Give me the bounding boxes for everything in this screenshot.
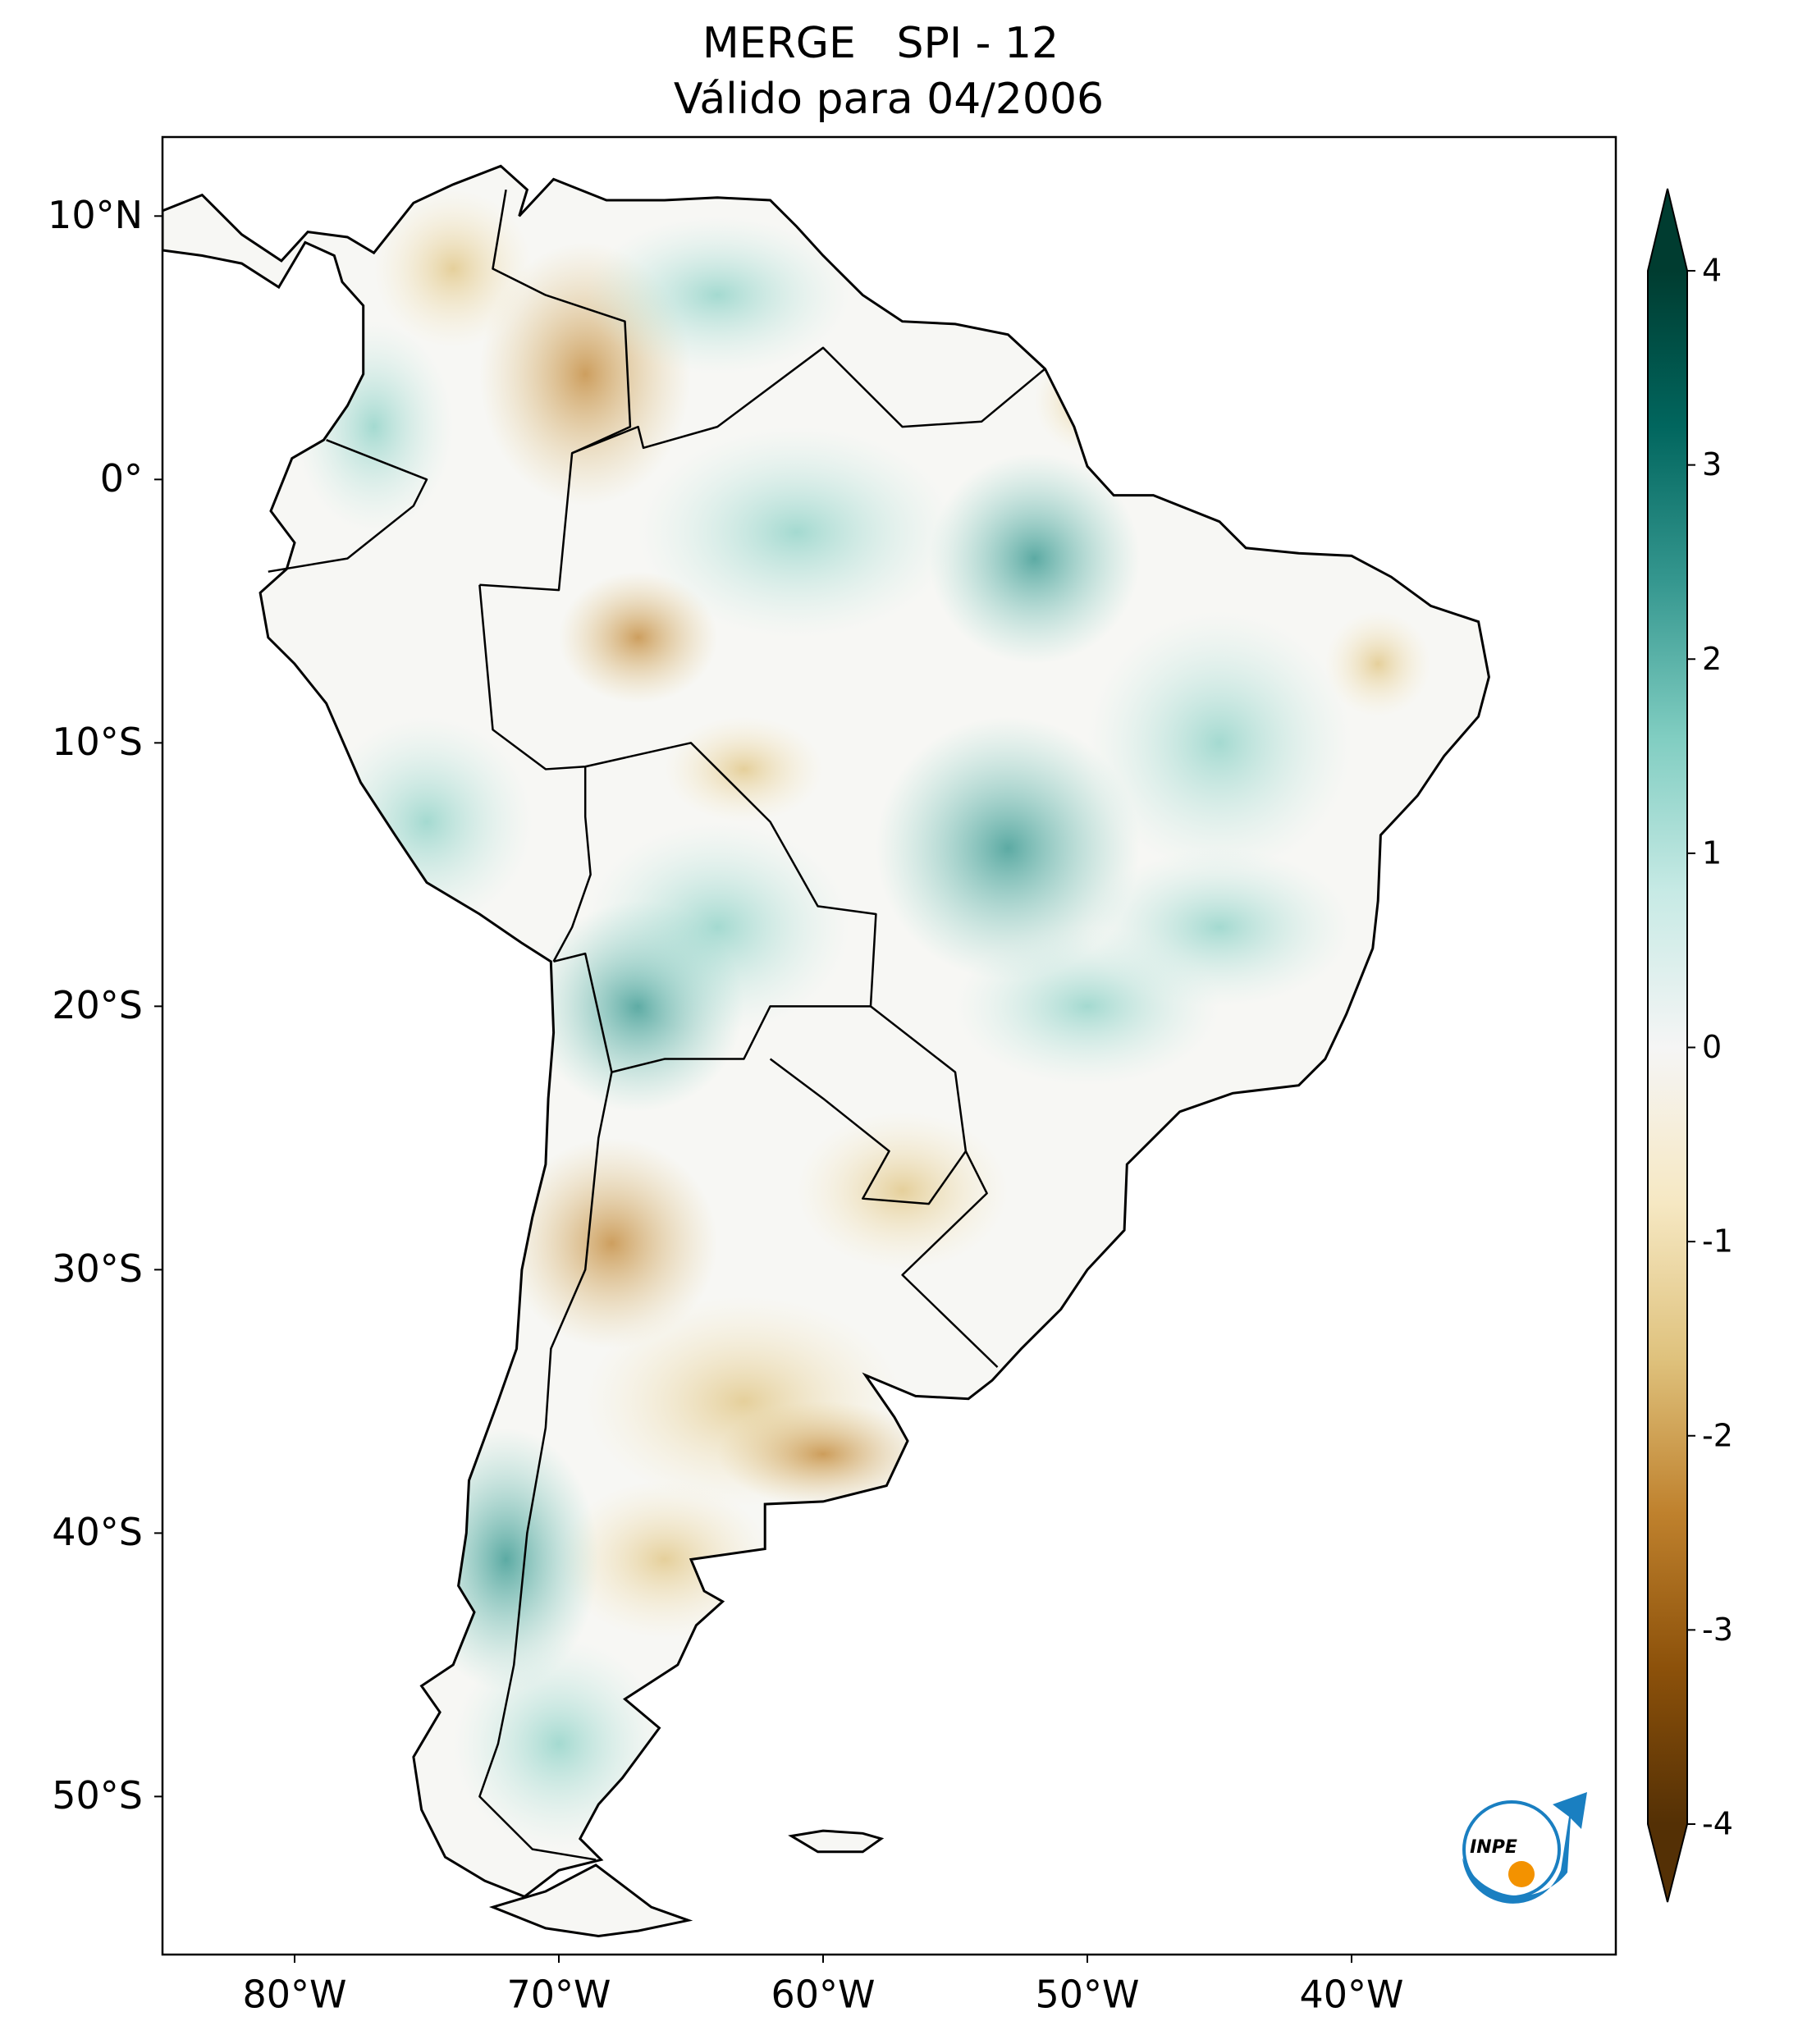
- spi-blob: [559, 571, 718, 704]
- y-tick-label: 0°: [100, 456, 143, 501]
- spi-blob: [876, 716, 1141, 981]
- logo-text: INPE: [1470, 1837, 1517, 1858]
- colorbar-tick-label: 2: [1702, 641, 1722, 677]
- border: [552, 766, 592, 963]
- spi-blob: [1324, 610, 1431, 717]
- border: [553, 952, 871, 1073]
- border: [478, 1072, 613, 1861]
- colorbar-tick-label: -2: [1702, 1417, 1733, 1453]
- y-tick-label: 50°S: [52, 1773, 143, 1818]
- colorbar-tick-label: 3: [1702, 446, 1722, 482]
- x-tick-label: 80°W: [242, 1973, 346, 2017]
- border: [479, 346, 1046, 592]
- plot-frame: [161, 135, 1617, 1956]
- y-tick-label: 40°S: [52, 1510, 143, 1554]
- spi-blob: [638, 427, 955, 638]
- border: [492, 189, 632, 455]
- colorbar-tick-label: -3: [1702, 1612, 1733, 1648]
- logo: INPE: [1462, 1792, 1587, 1904]
- spi-blob: [585, 216, 850, 374]
- colorbar-tick-label: 4: [1702, 253, 1722, 289]
- y-tick-label: 10°S: [52, 720, 143, 764]
- y-tick-label: 20°S: [52, 983, 143, 1027]
- spi-blob: [1034, 347, 1141, 454]
- border: [769, 1058, 967, 1205]
- colorbar: -4 -3 -2 -1 0 1 2 3 4: [1647, 188, 1733, 1903]
- colorbar-tick-label: 0: [1702, 1029, 1722, 1065]
- colorbar-tick-label: -4: [1702, 1806, 1733, 1842]
- colorbar-extend-min: [1648, 1824, 1687, 1902]
- spi-blob: [796, 1111, 1009, 1270]
- y-tick-label: 30°S: [52, 1246, 143, 1291]
- colorbar-extend-max: [1648, 189, 1687, 271]
- spi-blob: [585, 821, 850, 1033]
- map-area: [162, 164, 1490, 1938]
- border: [268, 439, 428, 573]
- spi-blob: [955, 927, 1219, 1086]
- colorbar-tick-label: 1: [1702, 835, 1722, 871]
- x-tick-label: 40°W: [1299, 1973, 1403, 2017]
- spi-blob: [717, 1401, 929, 1507]
- coastline: [162, 164, 1490, 1938]
- spi-blob: [453, 1638, 665, 1850]
- spi-blob: [928, 453, 1141, 665]
- spi-blob: [373, 190, 533, 348]
- title: MERGE SPI - 12: [702, 19, 1059, 68]
- x-tick-label: 70°W: [506, 1973, 611, 2017]
- colorbar-tick-label: -1: [1702, 1223, 1733, 1260]
- border: [478, 584, 999, 1369]
- x-tick-label: 60°W: [771, 1973, 875, 2017]
- spi-blob: [664, 716, 824, 822]
- spi-blob: [321, 716, 533, 928]
- subtitle: Válido para 04/2006: [674, 75, 1104, 124]
- spi-blob: [1087, 610, 1352, 875]
- spi-blob: [506, 1137, 718, 1349]
- colorbar-fill: [1648, 271, 1687, 1824]
- y-tick-label: 10°N: [48, 193, 143, 237]
- x-tick-label: 50°W: [1035, 1973, 1139, 2017]
- spi-blob: [295, 321, 454, 533]
